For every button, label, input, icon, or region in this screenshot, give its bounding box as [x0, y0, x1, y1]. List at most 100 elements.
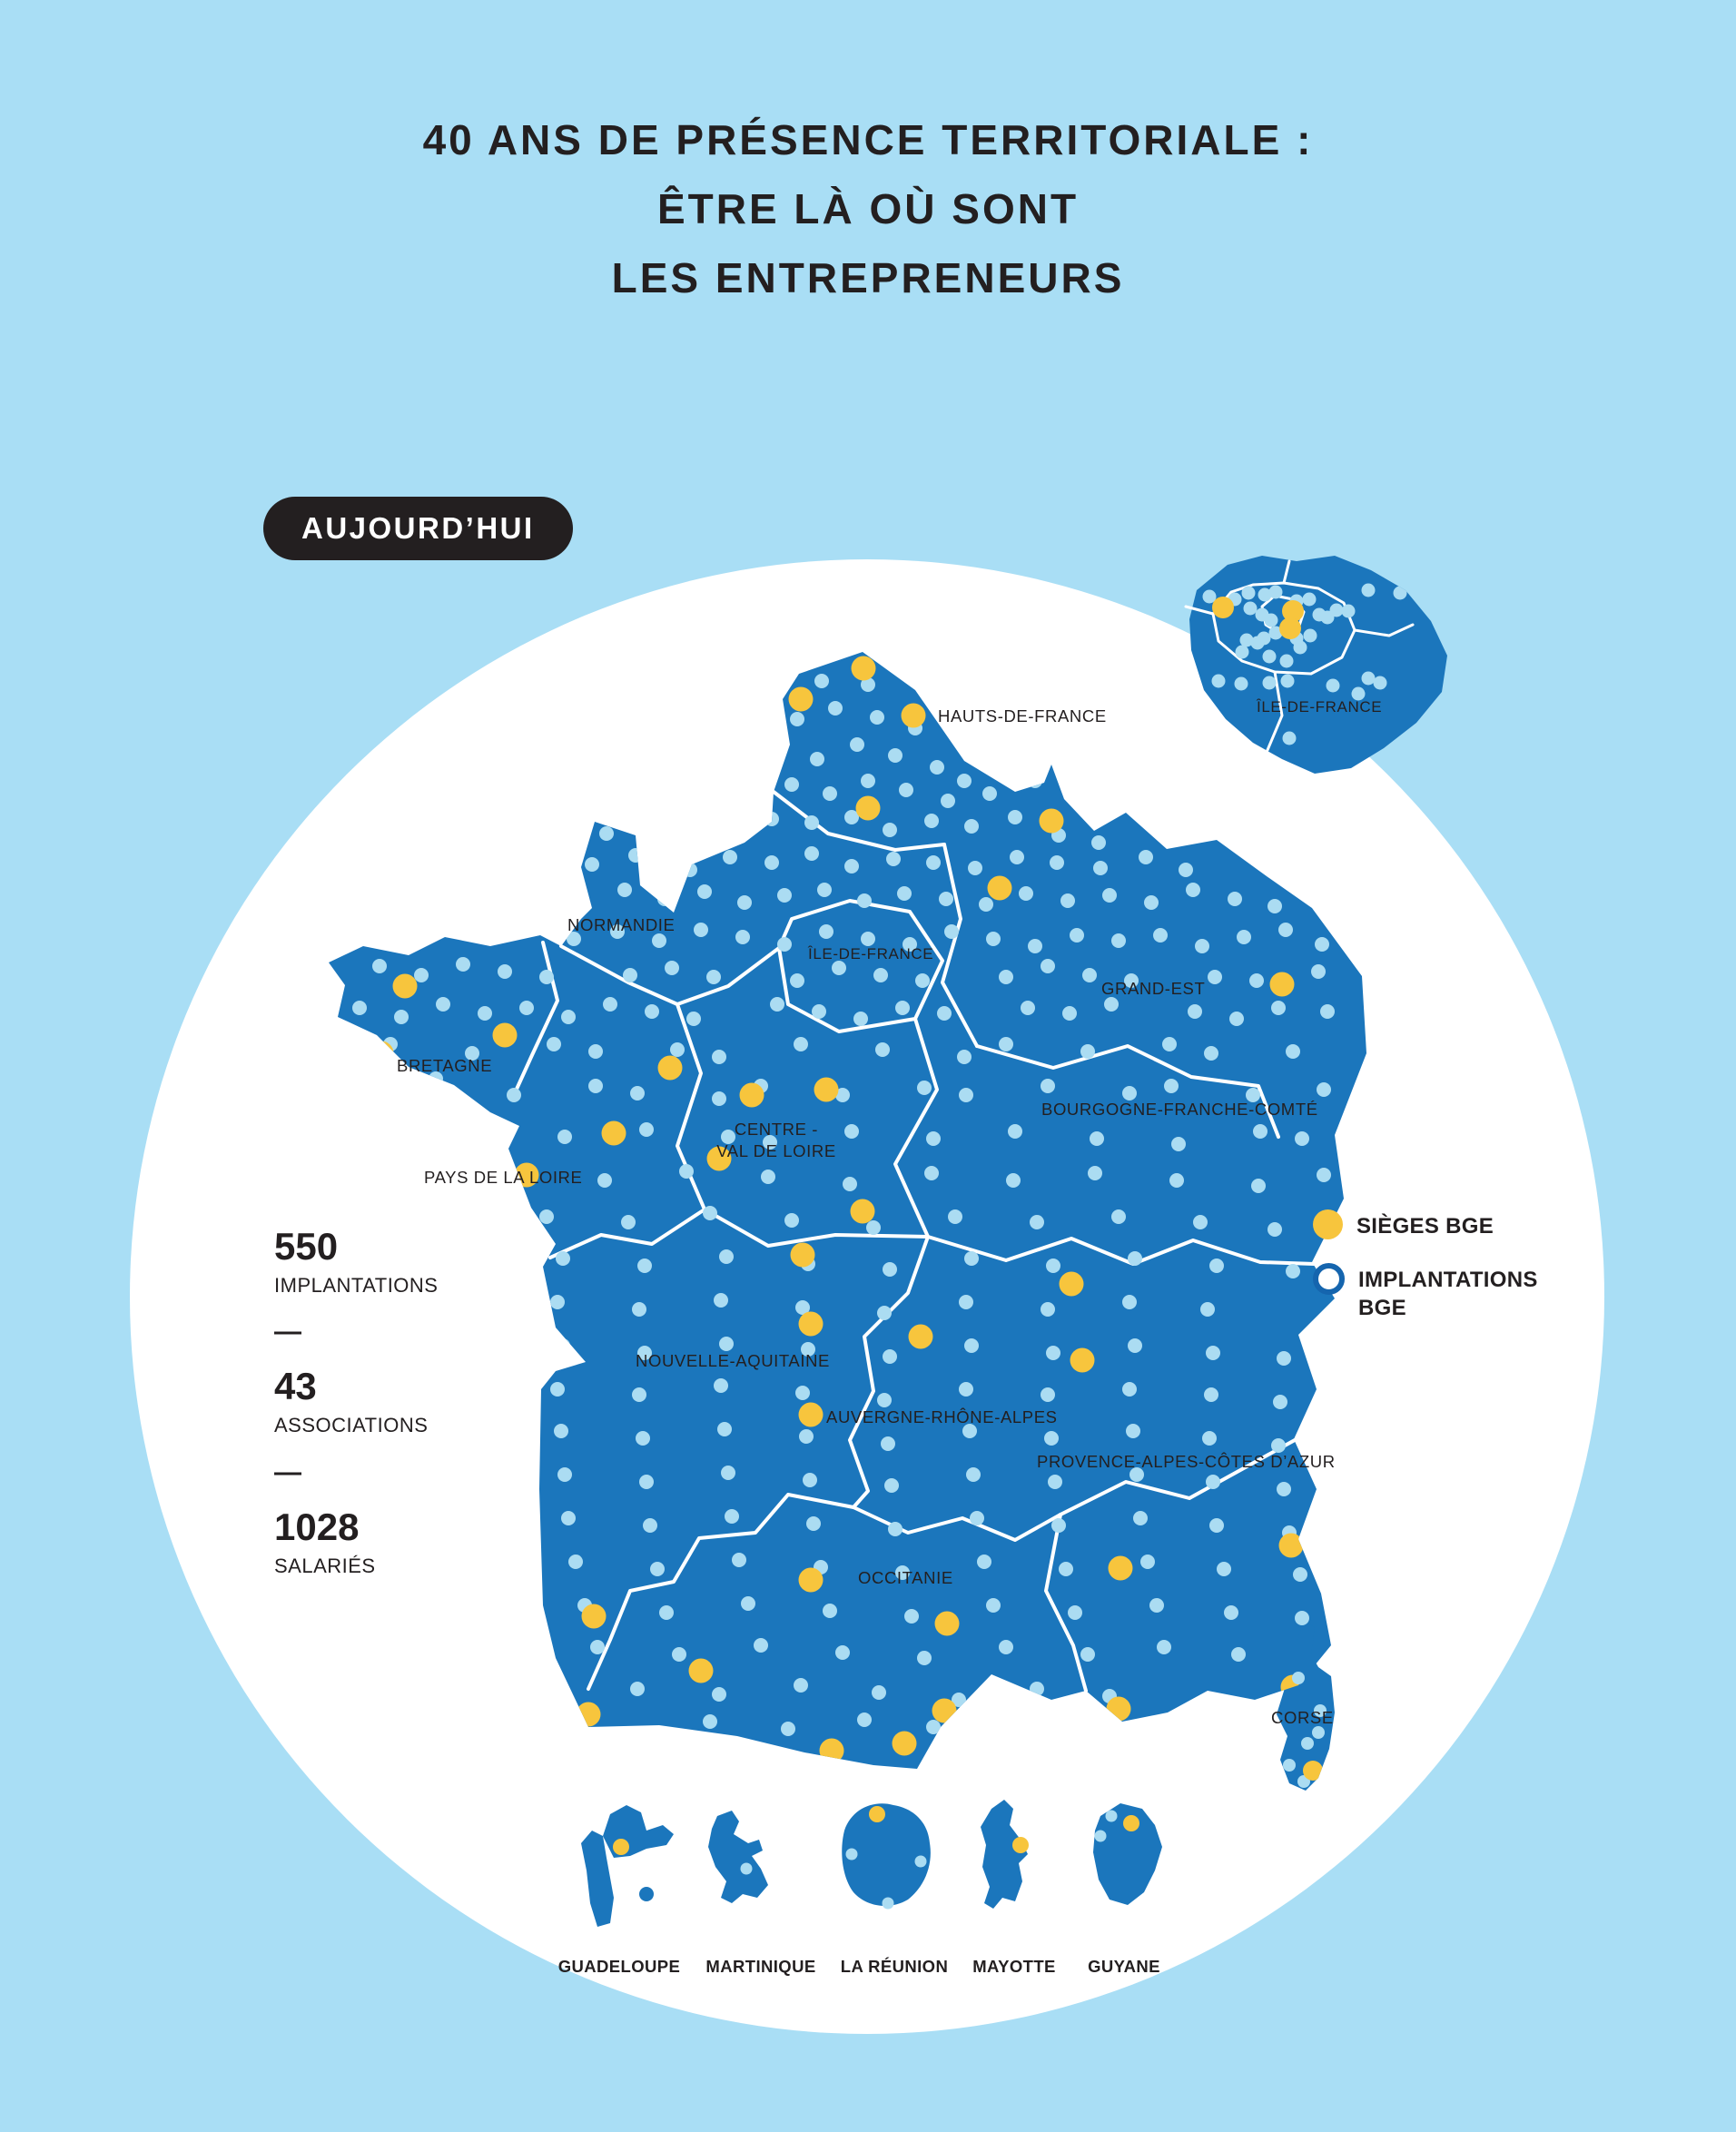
siege-dot — [1303, 1761, 1323, 1781]
implantation-dot — [372, 959, 387, 973]
implantation-dot — [721, 1130, 735, 1144]
stat-label: ASSOCIATIONS — [274, 1414, 429, 1437]
implantation-dot — [1250, 636, 1265, 650]
implantation-dot — [1202, 1431, 1217, 1446]
implantation-dot — [352, 1001, 367, 1015]
implantation-dot — [970, 1511, 984, 1525]
implantation-dot — [714, 1378, 728, 1393]
implantation-dot — [1080, 1647, 1095, 1662]
implantation-dot — [1060, 893, 1075, 908]
implantation-dot — [1129, 1467, 1144, 1482]
stat-separator: — — [274, 1456, 301, 1487]
siege-dot — [1070, 1347, 1095, 1373]
implantation-dot — [1140, 1555, 1155, 1569]
implantation-dot — [1314, 1704, 1327, 1717]
implantation-dot — [712, 1687, 726, 1702]
siege-dot — [1059, 1271, 1084, 1297]
implantation-dot — [712, 1091, 726, 1106]
implantation-dot — [850, 737, 864, 752]
implantation-dot — [886, 852, 901, 866]
guyane-map — [1093, 1803, 1162, 1905]
implantation-dot — [478, 1006, 492, 1021]
implantation-dot — [590, 1640, 605, 1654]
implantation-dot — [1204, 1387, 1218, 1402]
implantation-dot — [725, 1509, 739, 1524]
implantation-dot — [795, 1300, 810, 1315]
map-label: NOUVELLE-AQUITAINE — [636, 1351, 830, 1370]
legend-row-implantations: IMPLANTATIONS BGE — [1313, 1263, 1549, 1322]
siege-dot — [892, 1731, 917, 1756]
implantation-dot — [904, 1609, 919, 1624]
implantation-dot — [1111, 1209, 1126, 1224]
implantation-dot — [883, 823, 897, 837]
siege-dot — [1278, 1533, 1304, 1558]
implantation-dot — [599, 826, 614, 841]
corse-implantations-dots-layer — [1283, 1672, 1327, 1788]
siege-dot — [798, 1311, 824, 1337]
implantation-dot — [930, 760, 944, 775]
legend-sieges-label: SIÈGES BGE — [1356, 1214, 1494, 1239]
implantation-dot — [1351, 686, 1366, 701]
siege-dot — [1269, 972, 1295, 997]
implantation-dot — [914, 1855, 927, 1868]
implantation-dot — [1169, 1173, 1184, 1188]
implantation-dot — [561, 1010, 576, 1024]
map-label: BRETAGNE — [397, 1056, 492, 1075]
implantation-dot — [1188, 1004, 1202, 1019]
implantation-dot — [1041, 1079, 1055, 1093]
implantation-dot — [832, 961, 846, 975]
implantation-dot — [1249, 973, 1264, 988]
implantation-dot — [547, 1037, 561, 1051]
implantation-dot — [794, 1678, 808, 1693]
implantation-dot — [823, 786, 837, 801]
implantation-dot — [1122, 1295, 1137, 1309]
implantation-dot — [1149, 1598, 1164, 1613]
implantation-dot — [1229, 1012, 1244, 1026]
implantation-dot — [986, 932, 1001, 946]
siege-dot — [788, 686, 814, 712]
implantation-dot — [539, 970, 554, 984]
implantation-dot — [872, 1685, 886, 1700]
siege-dot — [814, 1077, 839, 1102]
implantation-dot — [1224, 1605, 1238, 1620]
siege-dot — [1282, 600, 1304, 622]
implantation-dot — [603, 997, 617, 1012]
implantation-dot — [650, 1562, 665, 1576]
implantation-dot — [1361, 671, 1376, 686]
implantation-dot — [1317, 1168, 1331, 1182]
implantation-dot — [694, 923, 708, 937]
implantation-dot — [843, 1177, 857, 1191]
stat-value: 550 — [274, 1225, 339, 1268]
implantation-dot — [764, 855, 779, 870]
implantation-dot — [986, 1598, 1001, 1613]
implantation-dot — [1010, 850, 1024, 864]
implantation-dot — [964, 819, 979, 834]
implantation-dot — [926, 1131, 941, 1146]
implantation-dot — [823, 1604, 837, 1618]
implantation-dot — [1206, 1346, 1220, 1360]
implantation-dot — [812, 1004, 826, 1019]
implantation-dot — [979, 897, 993, 912]
implantation-dot — [962, 1424, 977, 1438]
implantation-dot — [899, 783, 913, 797]
implantation-dot — [1105, 1810, 1118, 1822]
overseas-implantations-dots-layer — [740, 1810, 1118, 1910]
implantation-dot — [895, 1001, 910, 1015]
implantation-dot — [568, 1555, 583, 1569]
implantation-dot — [630, 1682, 645, 1696]
implantation-dot — [877, 1393, 892, 1407]
title-line-2: ÊTRE LÀ OÙ SONT — [656, 185, 1080, 232]
implantation-dot — [741, 1596, 755, 1611]
legend-implantations-label: IMPLANTATIONS BGE — [1358, 1268, 1538, 1321]
implantation-dot — [617, 883, 632, 897]
map-label: GRAND-EST — [1101, 979, 1205, 998]
implantation-dot — [1273, 1395, 1287, 1409]
implantation-dot — [1320, 610, 1335, 625]
implantation-dot — [1282, 731, 1297, 745]
implantation-dot — [717, 1422, 732, 1436]
map-label: PROVENCE-ALPES-CÔTES D’AZUR — [1037, 1452, 1336, 1471]
implantation-dot — [697, 884, 712, 899]
implantation-dot — [1068, 1605, 1082, 1620]
implantation-dot — [1144, 895, 1159, 910]
siege-dot — [739, 1082, 764, 1108]
